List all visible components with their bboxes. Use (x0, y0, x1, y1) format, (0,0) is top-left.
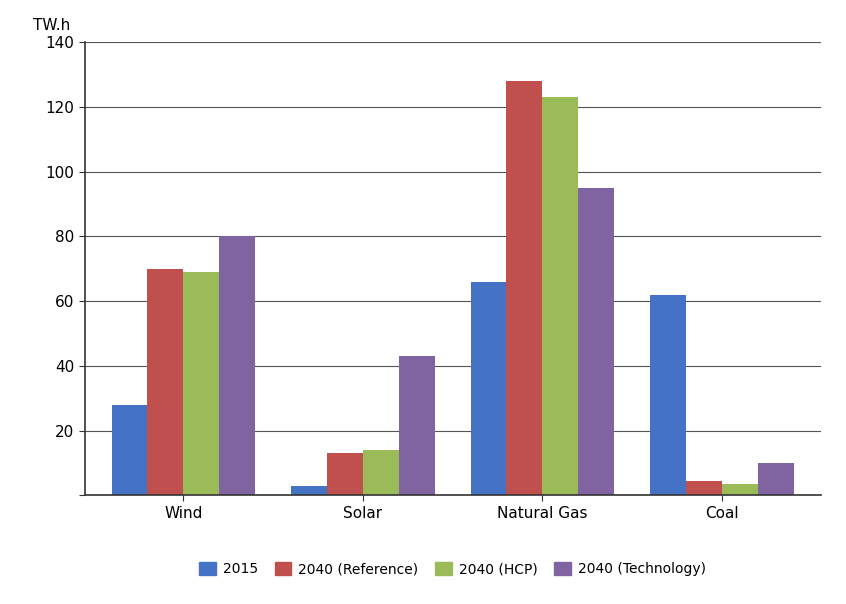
Bar (542, 97, 579, 495)
Text: TW.h: TW.h (33, 18, 70, 33)
Bar (327, 453, 363, 495)
Bar (219, 236, 255, 495)
Bar (758, 463, 794, 495)
Bar (470, 281, 507, 495)
Bar (363, 450, 398, 495)
Bar (184, 272, 219, 495)
Bar (291, 486, 327, 495)
Bar (579, 188, 614, 495)
Bar (507, 81, 542, 495)
Bar (722, 484, 758, 495)
Legend: 2015, 2040 (Reference), 2040 (HCP), 2040 (Technology): 2015, 2040 (Reference), 2040 (HCP), 2040… (194, 556, 711, 582)
Bar (112, 405, 147, 495)
Bar (686, 481, 722, 495)
Bar (650, 295, 686, 495)
Bar (147, 269, 184, 495)
Bar (398, 356, 435, 495)
